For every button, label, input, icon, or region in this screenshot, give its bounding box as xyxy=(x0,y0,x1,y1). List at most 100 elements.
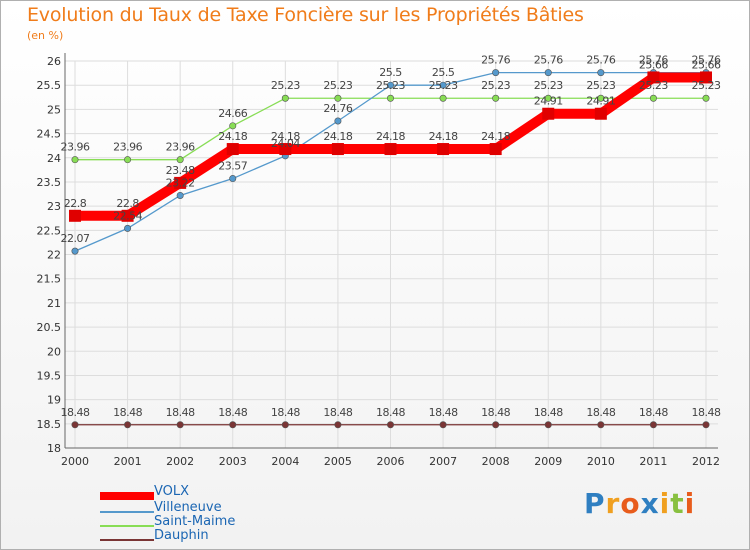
point-volx xyxy=(174,176,187,189)
data-label-villeneuve: 24.76 xyxy=(323,102,352,115)
point-volx xyxy=(121,209,134,222)
data-label-volx: 25.66 xyxy=(639,58,668,71)
point-dauphin xyxy=(649,421,657,429)
point-saint-maime xyxy=(597,94,605,102)
y-tick-label: 23 xyxy=(47,200,61,213)
point-dauphin xyxy=(124,421,132,429)
data-label-saint-maime: 25.23 xyxy=(586,79,615,92)
y-tick-label: 22.5 xyxy=(37,224,62,237)
y-tick-label: 26 xyxy=(47,55,61,68)
point-saint-maime xyxy=(386,94,394,102)
proxiti-logo: Proxiti xyxy=(584,487,695,520)
point-villeneuve xyxy=(71,247,79,255)
legend-label-dauphin: Dauphin xyxy=(154,528,209,543)
x-tick-label: 2012 xyxy=(692,455,720,468)
point-dauphin xyxy=(439,421,447,429)
point-villeneuve xyxy=(229,175,237,183)
data-label-saint-maime: 25.23 xyxy=(323,79,352,92)
unit-label: (en %) xyxy=(27,29,64,42)
data-label-dauphin: 18.48 xyxy=(61,406,90,419)
data-label-saint-maime: 25.23 xyxy=(429,79,458,92)
legend-swatch-dauphin xyxy=(100,539,154,541)
data-label-dauphin: 18.48 xyxy=(218,406,247,419)
y-tick-label: 20.5 xyxy=(37,321,62,334)
logo-letter: o xyxy=(620,487,641,520)
point-volx xyxy=(226,143,239,156)
data-label-volx: 24.18 xyxy=(323,130,352,143)
legend-label-saint-maime: Saint-Maime xyxy=(154,514,236,529)
x-tick-label: 2005 xyxy=(324,455,352,468)
point-saint-maime xyxy=(649,94,657,102)
data-label-saint-maime: 23.96 xyxy=(61,141,90,154)
data-label-saint-maime: 23.96 xyxy=(113,141,142,154)
axes: 18 18.5 19 19.5 20 20.5 21 21.5 22 22.5 23 23.5 24 24… xyxy=(37,53,720,468)
data-label-saint-maime: 25.23 xyxy=(692,79,721,92)
point-volx xyxy=(700,71,712,84)
point-volx xyxy=(69,209,81,222)
point-saint-maime xyxy=(281,94,289,102)
data-label-saint-maime: 25.23 xyxy=(639,79,668,92)
point-villeneuve xyxy=(439,81,447,89)
logo-letter: P xyxy=(584,487,606,520)
data-label-volx: 23.48 xyxy=(166,164,195,177)
data-label-dauphin: 18.48 xyxy=(429,406,458,419)
x-tick-label: 2008 xyxy=(482,455,510,468)
data-label-volx: 24.18 xyxy=(481,130,510,143)
data-label-volx: 24.18 xyxy=(376,130,405,143)
point-villeneuve xyxy=(597,69,605,77)
point-dauphin xyxy=(597,421,605,429)
data-label-dauphin: 18.48 xyxy=(586,406,615,419)
x-tick-label: 2007 xyxy=(429,455,457,468)
y-tick-label: 20 xyxy=(47,345,61,358)
legend-swatch-villeneuve xyxy=(100,511,154,513)
data-label-dauphin: 18.48 xyxy=(692,406,721,419)
data-label-villeneuve: 24.04 xyxy=(271,137,300,150)
data-label-volx: 24.18 xyxy=(429,130,458,143)
data-label-dauphin: 18.48 xyxy=(271,406,300,419)
point-villeneuve xyxy=(492,69,500,77)
data-label-volx: 25.66 xyxy=(692,58,721,71)
x-tick-label: 2002 xyxy=(166,455,194,468)
legend-label-villeneuve: Villeneuve xyxy=(154,500,222,515)
point-volx xyxy=(279,143,292,156)
y-tick-label: 24.5 xyxy=(37,128,62,141)
data-label-saint-maime: 25.23 xyxy=(534,79,563,92)
data-label-volx: 22.8 xyxy=(64,197,87,210)
point-volx xyxy=(594,107,607,120)
point-dauphin xyxy=(386,421,394,429)
y-tick-label: 18 xyxy=(47,442,61,455)
logo-letter: x xyxy=(640,487,660,520)
point-volx xyxy=(542,107,555,120)
point-villeneuve xyxy=(176,191,184,199)
y-tick-label: 25 xyxy=(47,103,61,116)
x-tick-label: 2011 xyxy=(639,455,667,468)
y-tick-label: 22 xyxy=(47,249,61,262)
legend-label-volx: VOLX xyxy=(154,484,190,499)
data-label-dauphin: 18.48 xyxy=(534,406,563,419)
point-dauphin xyxy=(71,421,79,429)
point-saint-maime xyxy=(71,156,79,164)
logo-letter: i xyxy=(684,487,696,520)
point-saint-maime xyxy=(439,94,447,102)
point-saint-maime xyxy=(229,122,237,130)
data-label-villeneuve: 25.76 xyxy=(639,54,668,67)
x-tick-label: 2001 xyxy=(114,455,142,468)
data-label-volx: 24.18 xyxy=(271,130,300,143)
point-dauphin xyxy=(492,421,500,429)
point-saint-maime xyxy=(492,94,500,102)
data-label-volx: 24.91 xyxy=(534,95,563,108)
y-tick-label: 19 xyxy=(47,394,61,407)
data-label-dauphin: 18.48 xyxy=(323,406,352,419)
legend-swatch-saint-maime xyxy=(100,525,154,527)
data-label-volx: 24.18 xyxy=(218,130,247,143)
y-tick-label: 19.5 xyxy=(37,369,62,382)
point-dauphin xyxy=(281,421,289,429)
point-saint-maime xyxy=(334,94,342,102)
data-label-volx: 22.8 xyxy=(116,197,139,210)
data-label-saint-maime: 25.23 xyxy=(376,79,405,92)
data-label-saint-maime: 25.23 xyxy=(481,79,510,92)
point-volx xyxy=(437,143,450,156)
series-layer xyxy=(69,69,712,429)
x-tick-label: 2006 xyxy=(377,455,405,468)
